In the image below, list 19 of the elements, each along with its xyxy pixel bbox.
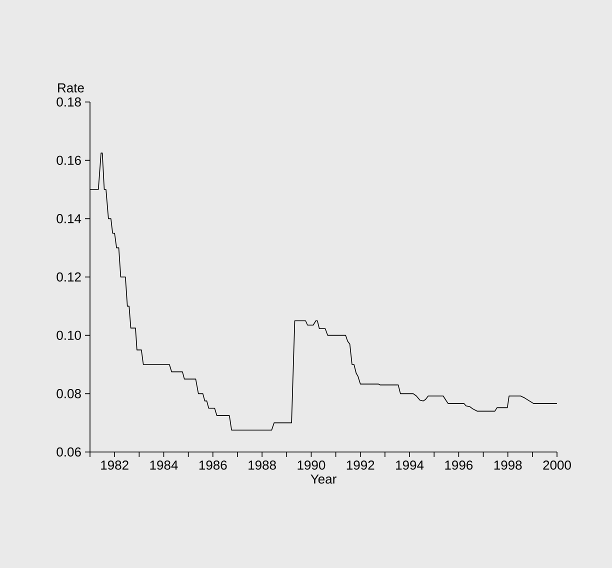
y-tick-label: 0.16 [56,156,81,165]
x-tick-label: 1996 [445,460,473,470]
y-tick-label: 0.10 [56,330,81,340]
x-tick-label: 1986 [199,460,227,470]
x-tick-label: 1994 [396,460,424,470]
x-tick-label: 1982 [101,460,128,470]
y-tick-label: 0.06 [56,447,81,457]
x-tick-label: 1998 [494,460,522,470]
y-tick-label: 0.18 [56,97,81,107]
y-tick-label: 0.12 [56,272,81,282]
x-tick-label: 2000 [543,460,571,470]
y-tick-label: 0.08 [56,389,81,398]
x-tick-label: 1992 [346,460,374,470]
y-axis-title: Rate [58,83,84,92]
x-tick-label: 1990 [298,460,326,470]
x-tick-label: 1988 [248,460,276,470]
x-axis-title: Year [310,474,336,484]
y-tick-label: 0.14 [56,214,82,224]
x-tick-label: 1984 [150,460,178,470]
